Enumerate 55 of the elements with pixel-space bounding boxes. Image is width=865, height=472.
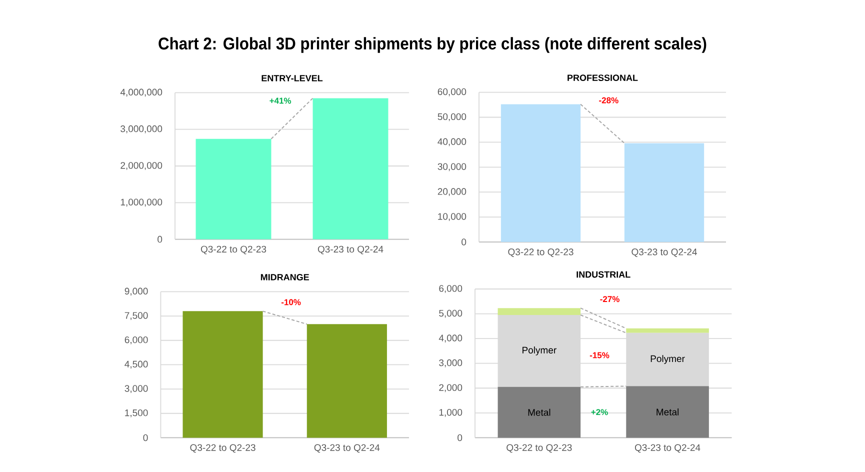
y-tick-label: 6,000 xyxy=(439,285,462,293)
y-tick-label: 6,000 xyxy=(124,336,148,344)
y-tick-label: 3,000 xyxy=(439,359,462,368)
y-tick-label: 7,500 xyxy=(124,312,148,320)
y-tick-label: 2,000,000 xyxy=(120,162,162,170)
x-tick-label: Q3-23 to Q2-24 xyxy=(632,248,697,257)
text: Polymer xyxy=(522,346,556,356)
y-tick-label: 3,000 xyxy=(124,385,148,393)
chart-title: INDUSTRIAL xyxy=(576,271,630,278)
chart-title: PROFESSIONAL xyxy=(568,74,638,81)
y-tick-label: 1,000 xyxy=(439,408,462,417)
x-tick-label: Q3-22 to Q2-23 xyxy=(200,246,266,254)
annotation: -27% xyxy=(600,296,620,302)
annotation: -15% xyxy=(590,352,610,358)
x-tick-label: Q3-23 to Q2-24 xyxy=(314,444,380,453)
bar xyxy=(626,328,709,333)
bar xyxy=(498,308,581,316)
series-label: Metal xyxy=(528,408,550,416)
annotation: +41% xyxy=(270,98,292,104)
y-tick-label: 20,000 xyxy=(438,188,466,196)
annotation: -10% xyxy=(281,299,301,306)
y-tick-label: 3,000,000 xyxy=(120,125,162,134)
y-tick-label: 0 xyxy=(158,236,162,243)
y-tick-label: 50,000 xyxy=(438,113,466,122)
annotation: -28% xyxy=(599,97,618,104)
y-tick-label: 2,000 xyxy=(439,384,462,392)
bar xyxy=(626,386,709,438)
x-tick-label: Q3-23 to Q2-24 xyxy=(634,444,700,453)
y-tick-label: 0 xyxy=(462,238,466,246)
y-tick-label: 9,000 xyxy=(124,288,148,296)
x-tick-label: Q3-22 to Q2-23 xyxy=(508,248,574,257)
chart-title: MIDRANGE xyxy=(260,274,309,280)
y-tick-label: 0 xyxy=(458,434,462,442)
y-tick-label: 40,000 xyxy=(438,138,466,146)
y-tick-label: 5,000 xyxy=(439,310,462,318)
y-tick-label: 10,000 xyxy=(438,213,466,221)
bar xyxy=(498,386,581,438)
x-tick-label: Q3-23 to Q2-24 xyxy=(318,246,384,254)
y-tick-label: 0 xyxy=(143,434,148,442)
y-tick-label: 1,000,000 xyxy=(120,198,162,207)
x-tick-label: Q3-22 to Q2-23 xyxy=(190,444,256,453)
y-tick-label: 4,500 xyxy=(124,360,148,369)
chart-subtitle: ENTRY-LEVEL xyxy=(262,75,323,82)
text: Metal xyxy=(656,408,679,416)
y-tick-label: 60,000 xyxy=(438,88,466,96)
x-tick-label: Q3-22 to Q2-23 xyxy=(506,444,572,453)
bar xyxy=(498,315,581,387)
y-tick-label: 4,000 xyxy=(438,334,462,342)
series-label: Polymer xyxy=(650,355,685,364)
y-tick-label: 1,500 xyxy=(125,409,148,418)
bar xyxy=(626,332,709,386)
y-tick-label: 30,000 xyxy=(438,163,466,172)
y-tick-label: 4,000,000 xyxy=(120,88,162,97)
annotation: +2% xyxy=(591,409,608,416)
chart-title: Chart 2: Global 3D printer shipments by price class (note different scales) xyxy=(158,37,706,53)
